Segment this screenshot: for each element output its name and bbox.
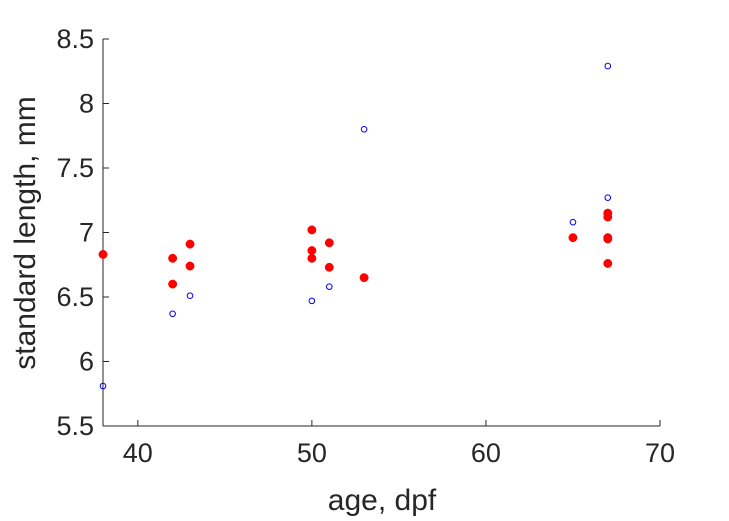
y-tick-label: 5.5: [56, 411, 94, 441]
y-tick-label: 6: [79, 347, 94, 377]
y-tick-label: 8: [79, 89, 94, 119]
data-point-filled: [185, 239, 195, 249]
x-axis-title: age, dpf: [328, 484, 437, 517]
data-point-filled: [324, 262, 334, 272]
data-point-filled: [185, 261, 195, 271]
data-point-filled: [603, 212, 613, 222]
data-point-filled: [307, 246, 317, 256]
data-point-filled: [359, 273, 369, 283]
data-point-filled: [324, 238, 334, 248]
x-tick-label: 40: [123, 438, 153, 468]
data-point-filled: [98, 249, 108, 259]
x-tick-label: 50: [297, 438, 327, 468]
x-tick-label: 60: [471, 438, 501, 468]
ticks: 40 50 60 70 5.5 6 6.5 7 7.5 8 8.5: [56, 24, 675, 468]
x-tick-label: 70: [645, 438, 675, 468]
y-tick-label: 6.5: [56, 282, 94, 312]
y-tick-label: 8.5: [56, 24, 94, 54]
data-point-open: [604, 194, 612, 201]
data-point-filled: [168, 279, 178, 289]
data-point-open: [99, 382, 107, 390]
data-point-open: [186, 292, 194, 300]
data-point-filled: [168, 253, 178, 263]
y-axis-title: standard length, mm: [9, 96, 42, 369]
data-point-open: [604, 62, 612, 70]
axes: [102, 39, 660, 427]
data-point-open: [360, 126, 368, 133]
data-point-filled: [603, 234, 613, 244]
data-point-open: [569, 218, 577, 226]
data-point-open: [308, 297, 316, 305]
data-point-filled: [603, 259, 613, 268]
data-point-open: [169, 310, 176, 318]
data-point-filled: [568, 233, 578, 243]
y-tick-label: 7: [79, 218, 94, 248]
y-tick-label: 7.5: [56, 153, 94, 183]
data-point-filled: [307, 253, 317, 263]
data-points: [98, 62, 613, 390]
data-point-filled: [307, 225, 317, 235]
data-point-open: [325, 283, 333, 290]
